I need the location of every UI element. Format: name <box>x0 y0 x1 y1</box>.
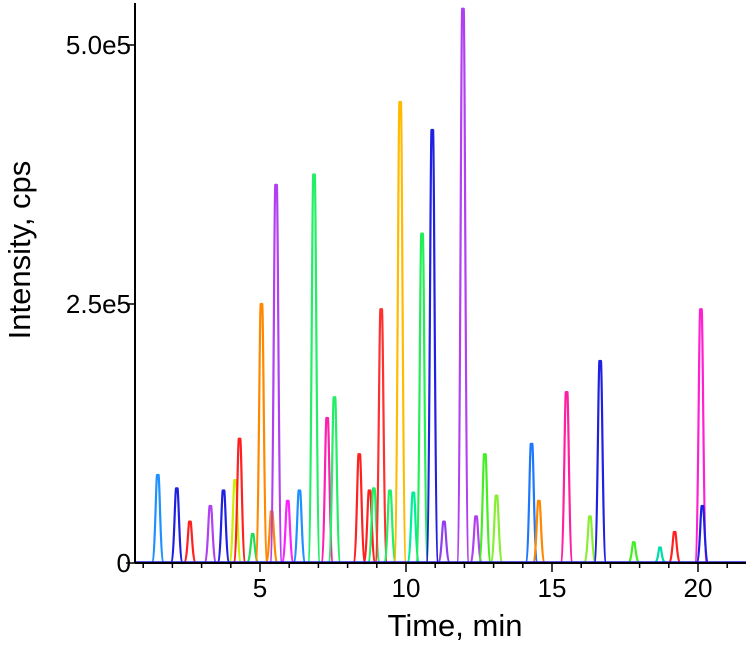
peak-33 <box>559 390 574 565</box>
peak-11 <box>268 183 284 565</box>
peak-35 <box>593 359 608 565</box>
peak-2 <box>169 487 184 565</box>
peak-32 <box>531 499 546 565</box>
x-tick-label: 10 <box>392 573 421 603</box>
peak-40 <box>695 504 710 565</box>
peak-1 <box>150 473 165 565</box>
y-tick-label: 5.0e5 <box>66 30 131 60</box>
peak-27 <box>455 7 471 565</box>
peak-6 <box>228 479 243 565</box>
peak-18 <box>362 489 377 565</box>
x-axis-title: Time, min <box>388 608 523 643</box>
x-tick-label: 15 <box>538 573 567 603</box>
peak-12 <box>280 499 295 565</box>
y-tick-label: 2.5e5 <box>66 289 131 319</box>
peak-16 <box>327 396 342 565</box>
peak-39 <box>693 308 709 565</box>
peak-34 <box>582 515 598 565</box>
x-tick-label: 5 <box>253 573 267 603</box>
peak-25 <box>425 128 440 565</box>
y-axis-title: Intensity, cps <box>2 161 37 340</box>
peak-14 <box>306 173 322 565</box>
peak-29 <box>477 453 492 565</box>
peak-22 <box>393 100 408 565</box>
peak-9 <box>254 302 269 565</box>
ticks: 5 10 15 20 0 2.5e5 5.0e5 <box>66 30 728 603</box>
y-tick-label: 0 <box>117 548 131 578</box>
peak-3 <box>182 520 198 565</box>
peak-30 <box>489 494 504 565</box>
peak-13 <box>292 489 307 565</box>
peak-36 <box>626 541 641 565</box>
peak-17 <box>352 453 367 565</box>
peak-21 <box>382 489 398 565</box>
peak-24 <box>414 232 430 565</box>
plot-area <box>136 7 746 565</box>
peak-4 <box>203 504 218 565</box>
x-tick-label: 20 <box>684 573 713 603</box>
peak-7 <box>232 437 247 565</box>
peak-26 <box>436 520 452 565</box>
axes <box>134 3 746 564</box>
peak-19 <box>366 487 381 565</box>
peak-20 <box>374 308 389 565</box>
peak-37 <box>652 546 668 565</box>
peak-38 <box>667 530 682 565</box>
peak-5 <box>216 489 231 565</box>
